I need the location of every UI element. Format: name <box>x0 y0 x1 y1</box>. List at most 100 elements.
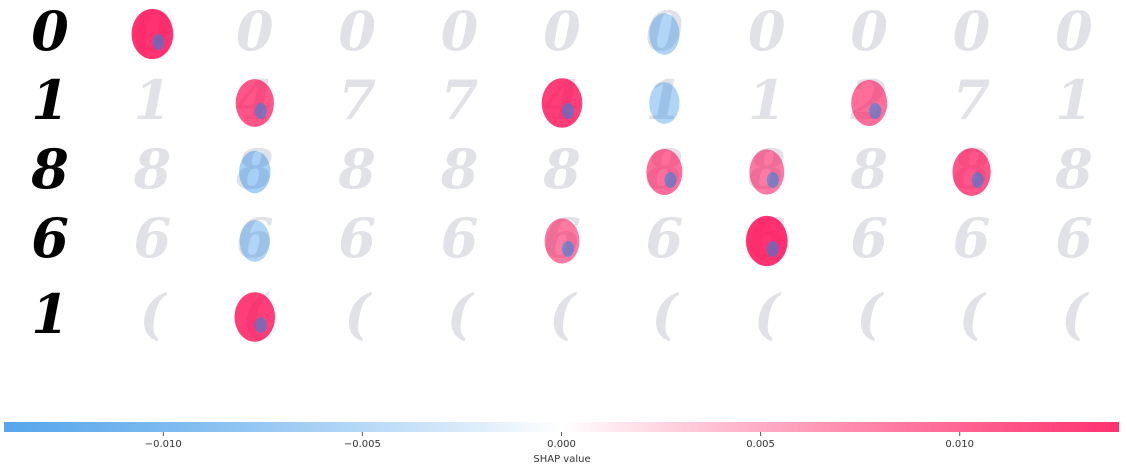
shap-cell-row-1-col-4: 4 <box>541 68 583 132</box>
svg-text:8: 8 <box>133 137 172 201</box>
svg-text:0: 0 <box>338 0 376 63</box>
shap-overlay <box>239 220 270 262</box>
svg-text:(: ( <box>549 282 577 346</box>
shap-cell-row-3-col-6: 6 <box>745 206 788 270</box>
shap-cell-row-3-col-9: 6 <box>1055 206 1093 270</box>
shap-cell-row-1-col-0: 1 <box>134 68 172 132</box>
shap-cell-row-3-col-8: 6 <box>953 206 991 270</box>
colorbar: −0.010 −0.005 0.000 0.005 0.010 SHAP value <box>4 422 1119 465</box>
shap-overlay-negative <box>664 172 677 188</box>
shap-cell-row-4-col-3: ( <box>447 282 475 346</box>
shap-cell-row-4-col-0: ( <box>140 282 168 346</box>
shap-cell-row-0-col-1: 0 <box>236 0 274 63</box>
shap-cell-row-2-col-3: 8 <box>440 137 479 201</box>
shap-cell-row-1-col-2: 7 <box>338 68 376 132</box>
svg-text:7: 7 <box>953 68 991 132</box>
svg-text:6: 6 <box>953 206 991 270</box>
svg-text:6: 6 <box>1055 206 1093 270</box>
shap-overlay-negative <box>971 172 984 188</box>
shap-image-grid: 0000000000011477411271888888888886666666… <box>30 0 1093 346</box>
shap-cell-row-3-col-2: 6 <box>338 206 376 270</box>
shap-cell-row-0-col-0: 0 <box>131 0 174 63</box>
svg-text:(: ( <box>1061 282 1089 346</box>
colorbar-tick-label: 0.005 <box>746 439 775 450</box>
shap-cell-row-0-col-5: 0 <box>646 0 684 63</box>
shap-overlay <box>952 148 991 196</box>
shap-overlay <box>544 218 580 264</box>
svg-text:7: 7 <box>338 68 376 132</box>
svg-text:0: 0 <box>850 0 888 63</box>
shap-cell-row-2-col-9: 8 <box>1054 137 1093 201</box>
shap-overlay-negative <box>254 317 267 333</box>
shap-cell-row-3-col-5: 6 <box>646 206 684 270</box>
svg-text:1: 1 <box>646 68 684 132</box>
shap-cell-row-4-col-9: ( <box>1061 282 1089 346</box>
shap-cell-row-3-col-0: 6 <box>134 206 172 270</box>
svg-text:8: 8 <box>235 137 274 201</box>
svg-text:8: 8 <box>337 137 376 201</box>
shap-overlay <box>649 82 680 124</box>
shap-overlay-negative <box>152 34 165 50</box>
svg-text:(: ( <box>140 282 168 346</box>
shap-cell-row-1-col-3: 7 <box>441 68 479 132</box>
shap-cell-row-4-col-5: ( <box>652 282 680 346</box>
shap-overlay-negative <box>254 103 267 119</box>
shap-cell-row-1-col-5: 1 <box>646 68 684 132</box>
shap-cell-row-4-col-6: ( <box>754 282 782 346</box>
svg-text:0: 0 <box>953 0 991 63</box>
svg-text:8: 8 <box>542 137 581 201</box>
svg-text:8: 8 <box>1054 137 1093 201</box>
shap-overlay <box>239 150 271 194</box>
svg-text:6: 6 <box>134 206 172 270</box>
svg-text:1: 1 <box>1055 68 1093 132</box>
shap-cell-row-0-col-2: 0 <box>338 0 376 63</box>
colorbar-tick-label: 0.000 <box>547 439 576 450</box>
shap-overlay <box>745 215 788 267</box>
shap-overlay-negative <box>562 103 574 119</box>
shap-cell-row-2-col-8: 8 <box>952 137 991 201</box>
shap-cell-row-2-col-1: 8 <box>235 137 274 201</box>
shap-cell-row-0-col-3: 0 <box>441 0 479 63</box>
shap-cell-row-4-col-7: ( <box>856 282 884 346</box>
shap-cell-row-4-col-4: ( <box>549 282 577 346</box>
svg-text:6: 6 <box>338 206 376 270</box>
shap-cell-row-1-col-9: 1 <box>1055 68 1093 132</box>
shap-cell-row-0-col-7: 0 <box>850 0 888 63</box>
svg-text:6: 6 <box>441 206 479 270</box>
shap-overlay-negative <box>766 172 779 188</box>
original-digit-row-4: 1 <box>31 282 69 346</box>
shap-overlay-negative <box>766 241 779 257</box>
shap-cell-row-3-col-3: 6 <box>441 206 479 270</box>
svg-text:0: 0 <box>748 0 786 63</box>
colorbar-label: SHAP value <box>533 454 590 465</box>
shap-overlay <box>235 79 274 127</box>
svg-text:(: ( <box>652 282 680 346</box>
shap-overlay <box>234 292 276 342</box>
shap-cell-row-2-col-7: 8 <box>849 137 888 201</box>
svg-text:(: ( <box>959 282 987 346</box>
svg-text:(: ( <box>447 282 475 346</box>
shap-overlay <box>649 13 680 55</box>
shap-overlay <box>131 8 174 60</box>
shap-cell-row-2-col-0: 8 <box>133 137 172 201</box>
svg-text:0: 0 <box>646 0 684 63</box>
original-digit-row-2: 8 <box>30 137 69 201</box>
original-digit-row-0: 0 <box>31 0 69 63</box>
shap-overlay-negative <box>562 241 574 257</box>
shap-overlay-negative <box>869 103 882 119</box>
shap-cell-row-3-col-4: 6 <box>543 206 581 270</box>
svg-text:(: ( <box>754 282 782 346</box>
shap-cell-row-4-col-1: ( <box>234 282 276 346</box>
colorbar-gradient <box>4 422 1119 432</box>
shap-cell-row-3-col-1: 6 <box>236 206 274 270</box>
shap-cell-row-2-col-5: 8 <box>645 137 684 201</box>
shap-overlay <box>646 149 683 195</box>
colorbar-tick-label: −0.010 <box>145 439 182 450</box>
original-digit-row-1: 1 <box>31 68 69 132</box>
shap-cell-row-1-col-7: 2 <box>849 68 888 132</box>
svg-text:8: 8 <box>440 137 479 201</box>
svg-text:6: 6 <box>646 206 684 270</box>
svg-text:6: 6 <box>236 206 274 270</box>
shap-overlay <box>749 149 785 195</box>
shap-cell-row-2-col-2: 8 <box>337 137 376 201</box>
